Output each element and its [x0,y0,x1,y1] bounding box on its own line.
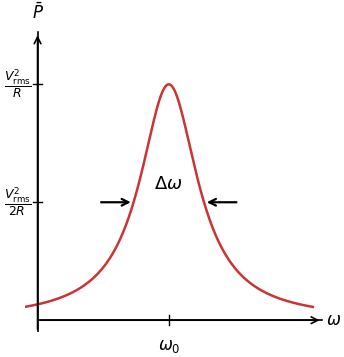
Text: $\Delta\omega$: $\Delta\omega$ [154,175,183,193]
Text: $\bar{P}$: $\bar{P}$ [32,2,44,23]
Text: $\dfrac{V_{\mathrm{rms}}^2}{2R}$: $\dfrac{V_{\mathrm{rms}}^2}{2R}$ [3,186,31,219]
Text: $\dfrac{V_{\mathrm{rms}}^2}{R}$: $\dfrac{V_{\mathrm{rms}}^2}{R}$ [3,68,31,101]
Text: $\omega$: $\omega$ [326,311,341,329]
Text: $\omega_0$: $\omega_0$ [158,337,180,355]
